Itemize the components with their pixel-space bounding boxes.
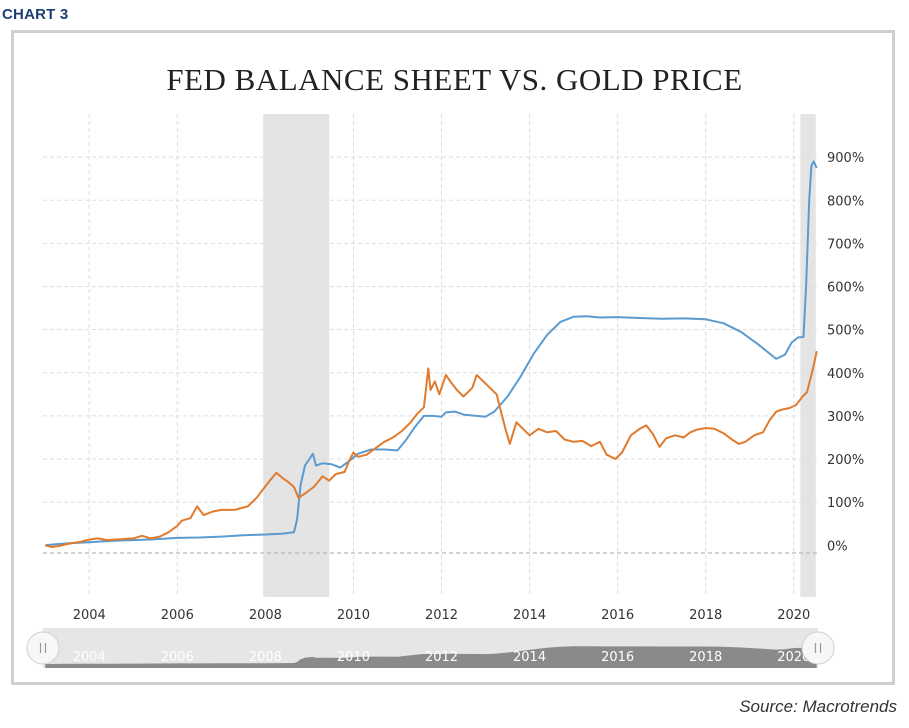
y-axis: 0% 100% 200% 300% 400% 500% 600% 700% 800% 900% — [827, 151, 864, 554]
y-tick-label: 0% — [827, 539, 848, 554]
x-tick-label: 2014 — [513, 608, 546, 623]
recession-band — [800, 114, 816, 597]
navigator-tick-label: 2006 — [161, 650, 194, 665]
navigator-handle-right[interactable] — [801, 631, 835, 665]
navigator-labels: 2004 2006 2008 2010 2012 2014 2016 2018 2020 — [73, 650, 811, 665]
y-tick-label: 200% — [827, 453, 864, 468]
source-note: Source: Macrotrends — [739, 697, 897, 716]
grip-lines-icon — [814, 643, 822, 653]
recession-band — [263, 114, 330, 597]
series-line-gold — [44, 350, 818, 548]
y-tick-label: 600% — [827, 281, 864, 296]
navigator-tick-label: 2010 — [337, 650, 370, 665]
series-layer — [44, 160, 818, 548]
navigator-area — [45, 634, 817, 668]
y-tick-label: 500% — [827, 324, 864, 339]
y-tick-label: 900% — [827, 151, 864, 166]
x-tick-label: 2010 — [337, 608, 370, 623]
navigator-tick-label: 2018 — [689, 650, 722, 665]
navigator-handle-left[interactable] — [26, 631, 60, 665]
x-tick-label: 2018 — [689, 608, 722, 623]
grip-lines-icon — [39, 643, 47, 653]
x-tick-label: 2008 — [249, 608, 282, 623]
navigator-tick-label: 2008 — [249, 650, 282, 665]
y-tick-label: 400% — [827, 367, 864, 382]
x-tick-label: 2006 — [161, 608, 194, 623]
chart-number-label: CHART 3 — [2, 6, 69, 23]
navigator: 2004 2006 2008 2010 2012 2014 2016 2018 2020 — [26, 628, 835, 668]
x-tick-label: 2020 — [777, 608, 810, 623]
chart-frame — [11, 30, 895, 685]
y-tick-label: 700% — [827, 237, 864, 252]
navigator-tick-label: 2014 — [513, 650, 546, 665]
navigator-tick-label: 2012 — [425, 650, 458, 665]
x-tick-label: 2016 — [601, 608, 634, 623]
y-tick-label: 300% — [827, 410, 864, 425]
navigator-tick-label: 2020 — [777, 650, 810, 665]
series-line-balance-sheet — [45, 160, 818, 547]
x-axis: 2004 2006 2008 2010 2012 2014 2016 2018 2020 — [73, 608, 811, 623]
plot-area: 0% 100% 200% 300% 400% 500% 600% 700% 800% 900% 2… — [43, 114, 864, 623]
x-tick-label: 2004 — [73, 608, 106, 623]
x-tick-label: 2012 — [425, 608, 458, 623]
navigator-tick-label: 2016 — [601, 650, 634, 665]
chart-title: FED BALANCE SHEET VS. GOLD PRICE — [166, 62, 743, 97]
navigator-tick-label: 2004 — [73, 650, 106, 665]
recession-shading — [263, 114, 816, 597]
y-tick-label: 800% — [827, 194, 864, 209]
y-tick-label: 100% — [827, 496, 864, 511]
grid-lines — [43, 114, 818, 597]
